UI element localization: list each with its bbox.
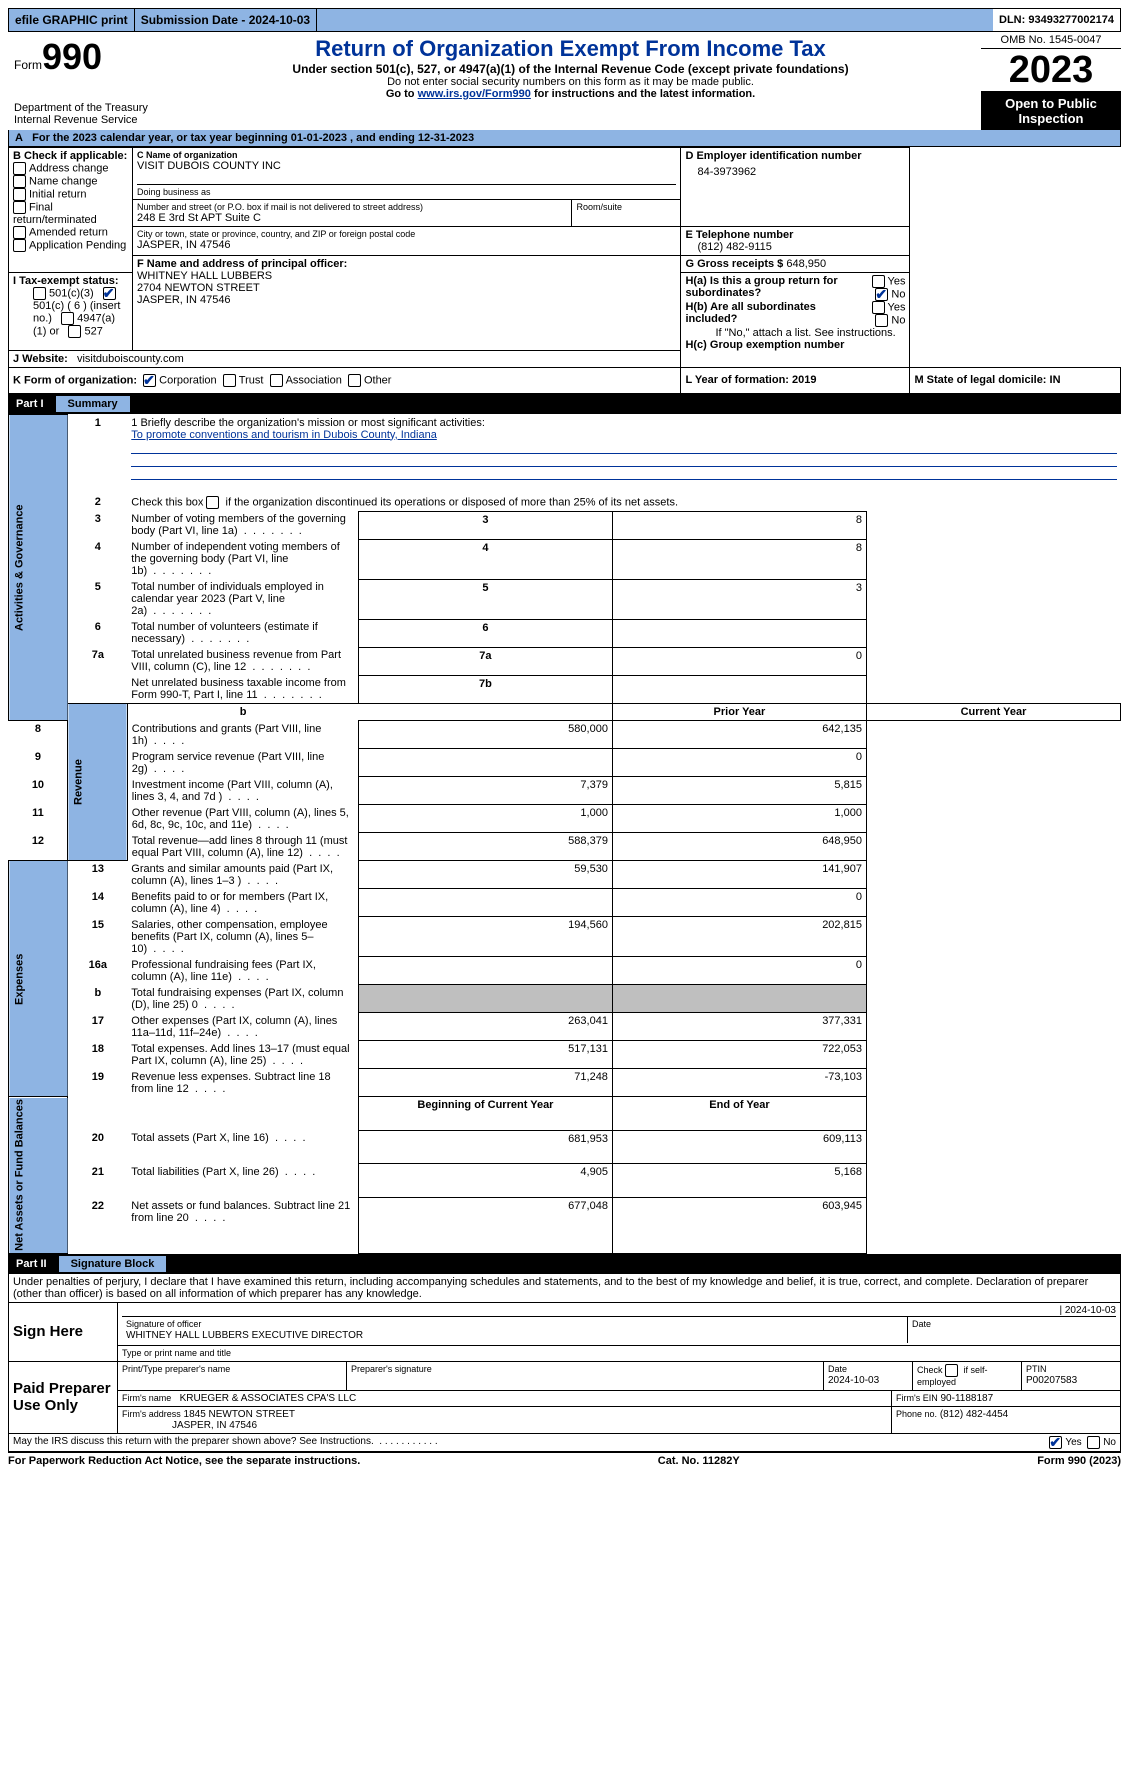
- cb-trust[interactable]: [223, 374, 236, 387]
- cb-ha-no[interactable]: [875, 288, 888, 301]
- col-current: Current Year: [866, 704, 1120, 721]
- side-revenue: Revenue: [68, 704, 127, 861]
- penalty-text: Under penalties of perjury, I declare th…: [8, 1274, 1121, 1302]
- mission-text: To promote conventions and tourism in Du…: [131, 429, 437, 441]
- type-name-label: Type or print name and title: [122, 1348, 231, 1358]
- officer-city: JASPER, IN 47546: [137, 294, 676, 306]
- box-j-label: J Website:: [13, 353, 68, 365]
- goto-suffix: for instructions and the latest informat…: [531, 88, 755, 100]
- cb-discuss-yes[interactable]: [1049, 1436, 1062, 1449]
- firm-name: KRUEGER & ASSOCIATES CPA'S LLC: [180, 1393, 357, 1404]
- col-prior: Prior Year: [612, 704, 866, 721]
- cb-other[interactable]: [348, 374, 361, 387]
- open-to-public: Open to Public Inspection: [981, 91, 1121, 130]
- cb-amended[interactable]: [13, 226, 26, 239]
- box-l: L Year of formation: 2019: [681, 368, 910, 394]
- city-label: City or town, state or province, country…: [137, 229, 676, 239]
- summary-table: Activities & Governance 1 1 Briefly desc…: [8, 414, 1121, 1254]
- ha-label: H(a) Is this a group return for subordin…: [685, 275, 837, 299]
- cb-discuss-no[interactable]: [1087, 1436, 1100, 1449]
- org-name: VISIT DUBOIS COUNTY INC: [137, 160, 676, 172]
- ptin-value: P00207583: [1026, 1375, 1077, 1386]
- hc-label: H(c) Group exemption number: [685, 339, 905, 351]
- phone-value: (812) 482-9115: [685, 241, 905, 253]
- dba-label: Doing business as: [137, 184, 676, 197]
- ssn-note: Do not enter social security numbers on …: [164, 76, 977, 88]
- cb-name-change[interactable]: [13, 175, 26, 188]
- cb-final-return[interactable]: [13, 201, 26, 214]
- cb-4947[interactable]: [61, 312, 74, 325]
- room-label: Room/suite: [576, 202, 676, 212]
- irs-label: Internal Revenue Service: [14, 114, 154, 126]
- sign-here-label: Sign Here: [9, 1302, 118, 1361]
- tax-year: 2023: [981, 49, 1121, 91]
- org-name-label: C Name of organization: [137, 150, 676, 160]
- form-word: Form: [14, 58, 42, 72]
- efile-print-button[interactable]: efile GRAPHIC print: [9, 9, 135, 31]
- gross-value: 648,950: [786, 258, 826, 270]
- side-netassets: Net Assets or Fund Balances: [9, 1097, 68, 1254]
- tax-year-bar: A For the 2023 calendar year, or tax yea…: [8, 130, 1121, 147]
- cb-discontinued[interactable]: [206, 496, 219, 509]
- hb-note: If "No," attach a list. See instructions…: [685, 327, 905, 339]
- irs-link[interactable]: www.irs.gov/Form990: [418, 88, 531, 100]
- gross-label: G Gross receipts $: [685, 258, 783, 270]
- paid-preparer-label: Paid Preparer Use Only: [9, 1361, 118, 1433]
- signature-block: Sign Here | 2024-10-03 Signature of offi…: [8, 1302, 1121, 1452]
- officer-street: 2704 NEWTON STREET: [137, 282, 676, 294]
- cb-hb-no[interactable]: [875, 314, 888, 327]
- part2-header: Part II Signature Block: [8, 1254, 1121, 1274]
- officer-label: F Name and address of principal officer:: [137, 258, 676, 270]
- cb-501c[interactable]: [103, 287, 116, 300]
- ein-value: 84-3973962: [685, 162, 905, 178]
- discuss-text: May the IRS discuss this return with the…: [13, 1436, 374, 1447]
- firm-ein: 90-1188187: [941, 1393, 994, 1404]
- col-boy: Beginning of Current Year: [358, 1097, 612, 1131]
- footer: For Paperwork Reduction Act Notice, see …: [8, 1452, 1121, 1467]
- cb-hb-yes[interactable]: [872, 301, 885, 314]
- entity-section: B Check if applicable: Address change Na…: [8, 147, 1121, 394]
- goto-prefix: Go to: [386, 88, 418, 100]
- box-a-label: A: [15, 132, 23, 144]
- dept-treasury: Department of the Treasury: [14, 102, 154, 114]
- dln: DLN: 93493277002174: [993, 9, 1120, 31]
- box-b-label: B Check if applicable:: [13, 150, 128, 162]
- side-governance: Activities & Governance: [9, 415, 68, 721]
- form-header: Form990 Department of the Treasury Inter…: [8, 32, 1121, 130]
- officer-signature: WHITNEY HALL LUBBERS EXECUTIVE DIRECTOR: [126, 1330, 363, 1341]
- box-k-label: K Form of organization:: [13, 374, 137, 386]
- cb-501c3[interactable]: [33, 287, 46, 300]
- part1-header: Part I Summary: [8, 394, 1121, 414]
- box-m: M State of legal domicile: IN: [910, 368, 1121, 394]
- side-expenses: Expenses: [9, 861, 68, 1097]
- website-value: visitduboiscounty.com: [77, 353, 184, 365]
- street-value: 248 E 3rd St APT Suite C: [137, 212, 567, 224]
- street-label: Number and street (or P.O. box if mail i…: [137, 202, 567, 212]
- cb-self-employed[interactable]: [945, 1364, 958, 1377]
- cb-app-pending[interactable]: [13, 239, 26, 252]
- cb-assoc[interactable]: [270, 374, 283, 387]
- cb-initial-return[interactable]: [13, 188, 26, 201]
- cb-address-change[interactable]: [13, 162, 26, 175]
- ein-label: D Employer identification number: [685, 150, 905, 162]
- top-toolbar: efile GRAPHIC print Submission Date - 20…: [8, 8, 1121, 32]
- phone-label: E Telephone number: [685, 229, 905, 241]
- hb-label: H(b) Are all subordinates included?: [685, 301, 815, 325]
- officer-name: WHITNEY HALL LUBBERS: [137, 270, 676, 282]
- submission-date: Submission Date - 2024-10-03: [135, 9, 317, 31]
- form-number: 990: [42, 36, 102, 77]
- firm-phone: (812) 482-4454: [940, 1409, 1008, 1420]
- omb-number: OMB No. 1545-0047: [981, 32, 1121, 49]
- cb-corp[interactable]: [143, 374, 156, 387]
- city-value: JASPER, IN 47546: [137, 239, 676, 251]
- form-subtitle: Under section 501(c), 527, or 4947(a)(1)…: [164, 62, 977, 76]
- cb-527[interactable]: [68, 325, 81, 338]
- col-eoy: End of Year: [612, 1097, 866, 1131]
- form-title: Return of Organization Exempt From Incom…: [164, 36, 977, 62]
